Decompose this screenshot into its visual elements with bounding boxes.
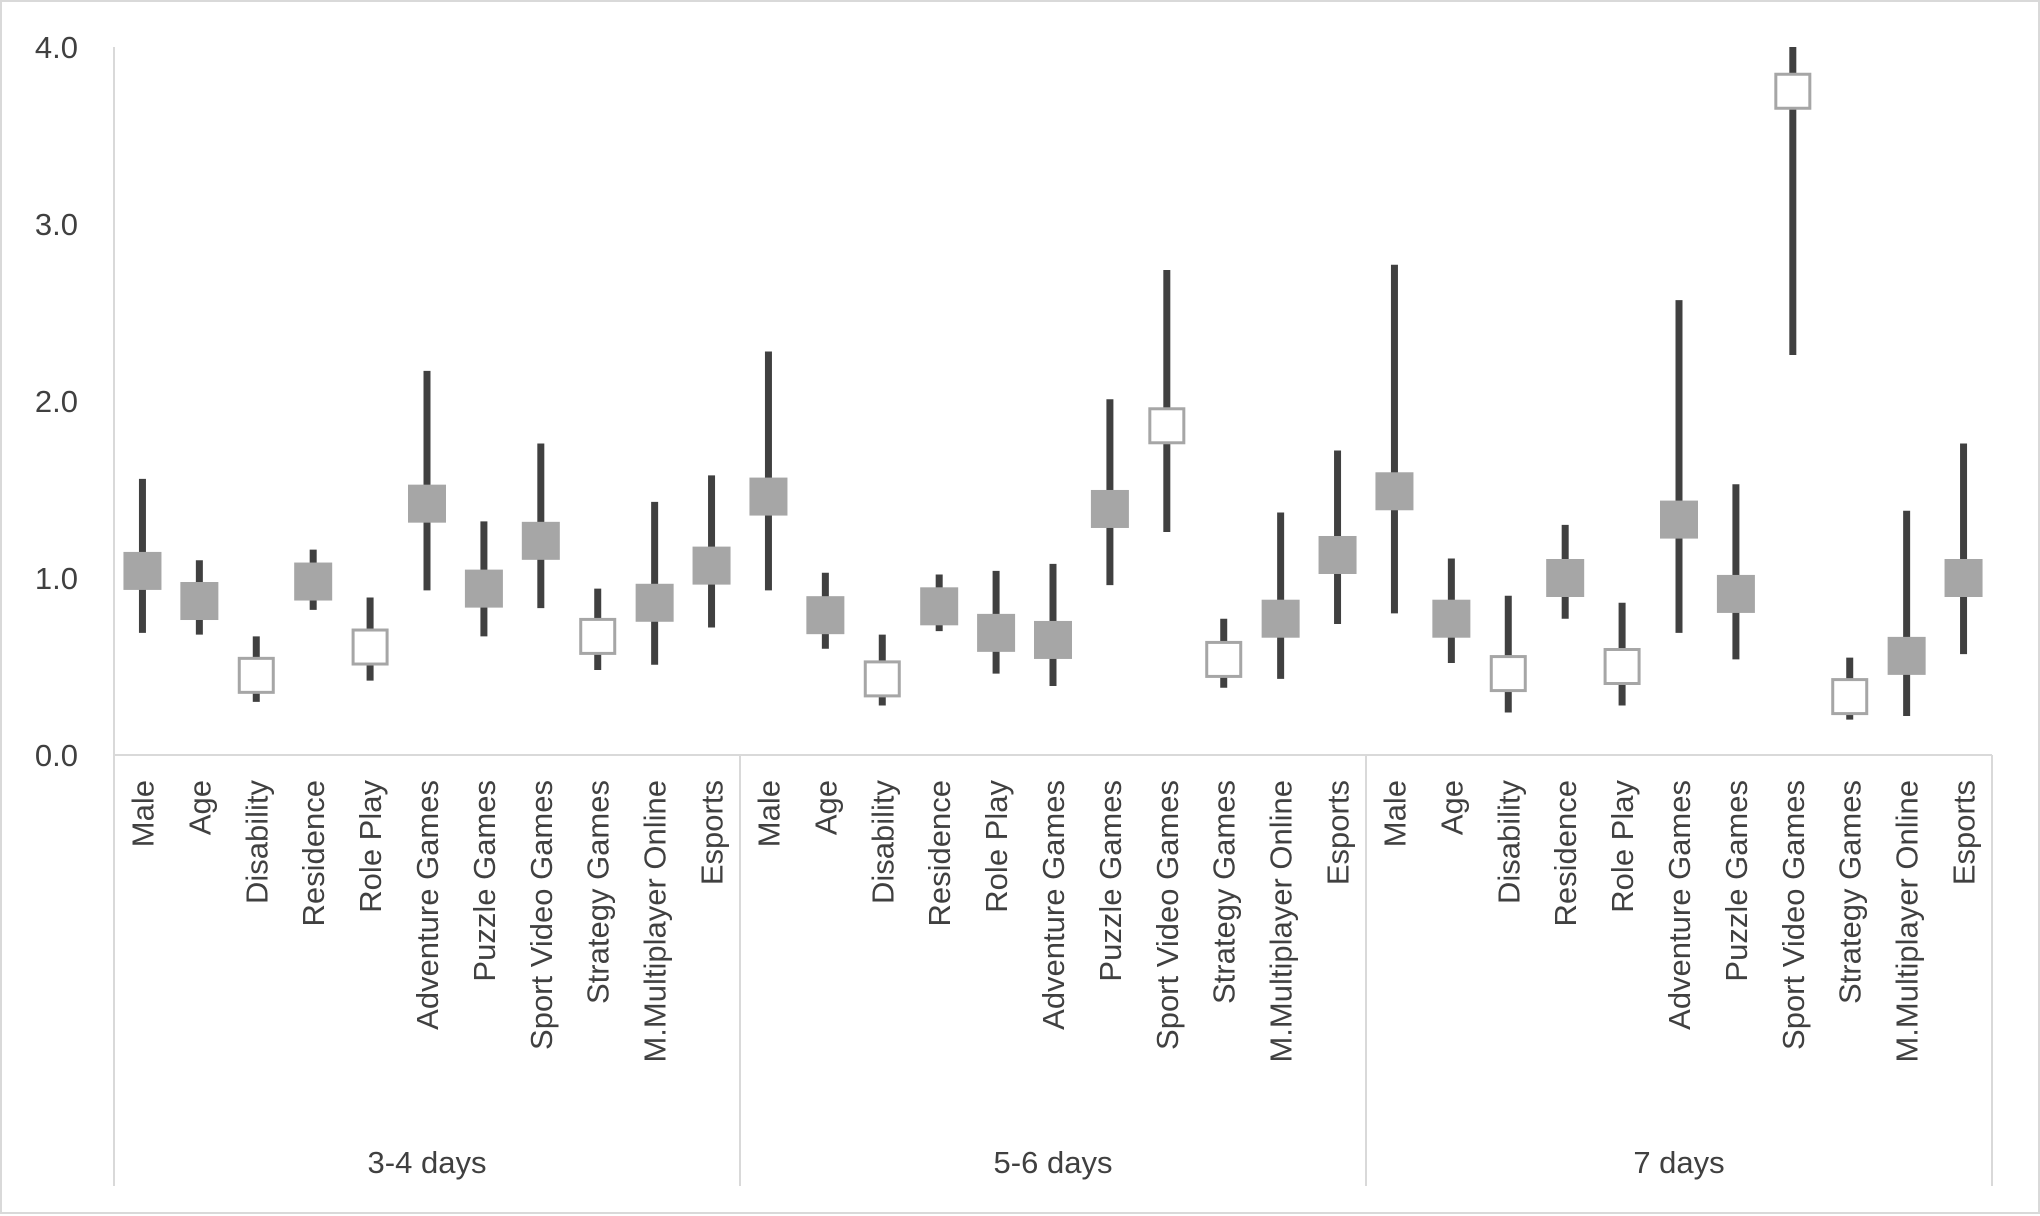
- category-tick-label: M.Multiplayer Online: [638, 780, 673, 1063]
- point-marker: [579, 617, 617, 655]
- point-marker: [1887, 636, 1926, 675]
- category-labels: Male Age Disability Residence Role Play Adven…: [125, 780, 1981, 1180]
- category-tick-label: Sport Video Games: [524, 780, 559, 1050]
- category-tick-label: M.Multiplayer Online: [1890, 780, 1925, 1063]
- point-marker: [863, 660, 901, 698]
- point-marker: [237, 656, 275, 694]
- y-tick-label: 4.0: [35, 30, 78, 65]
- point-marker: [1205, 640, 1243, 678]
- category-tick-label: Role Play: [1605, 780, 1640, 913]
- category-tick-label: Role Play: [979, 780, 1014, 913]
- point-marker: [294, 562, 333, 601]
- point-marker: [180, 582, 219, 621]
- point-marker: [920, 587, 959, 626]
- point-marker: [1603, 648, 1641, 685]
- category-tick-label: Puzzle Games: [1093, 780, 1128, 982]
- category-tick-label: Esports: [695, 780, 730, 885]
- group-label: 3-4 days: [368, 1145, 487, 1180]
- point-marker: [521, 521, 560, 560]
- point-marker: [464, 569, 503, 608]
- point-marker: [1148, 407, 1186, 445]
- category-tick-label: Residence: [1548, 780, 1583, 926]
- category-tick-label: Disability: [865, 780, 900, 905]
- point-marker: [806, 596, 845, 635]
- category-tick-label: Male: [751, 780, 786, 847]
- point-marker: [1944, 559, 1983, 597]
- category-tick-label: Strategy Games: [1207, 780, 1242, 1004]
- group-label: 7 days: [1633, 1145, 1724, 1180]
- category-tick-label: Role Play: [353, 780, 388, 913]
- y-tick-label: 2.0: [35, 384, 78, 419]
- category-tick-label: Adventure Games: [1662, 780, 1697, 1030]
- category-tick-label: Puzzle Games: [1719, 780, 1754, 982]
- category-tick-label: Disability: [1491, 780, 1526, 905]
- point-marker: [635, 583, 674, 622]
- point-marker: [1261, 599, 1300, 638]
- category-tick-label: Esports: [1321, 780, 1356, 885]
- category-tick-label: Male: [125, 780, 160, 847]
- point-marker: [749, 477, 788, 516]
- point-marker: [1090, 489, 1129, 528]
- y-tick-label: 3.0: [35, 207, 78, 242]
- point-marker: [1318, 535, 1357, 574]
- category-tick-label: M.Multiplayer Online: [1264, 780, 1299, 1063]
- category-tick-label: Age: [182, 780, 217, 835]
- category-tick-label: Sport Video Games: [1776, 780, 1811, 1050]
- category-tick-label: Puzzle Games: [467, 780, 502, 982]
- category-tick-label: Residence: [922, 780, 957, 926]
- point-marker: [1034, 620, 1072, 659]
- group-label: 5-6 days: [994, 1145, 1113, 1180]
- point-marker: [1660, 500, 1698, 539]
- plot-area: [123, 47, 1983, 720]
- category-tick-label: Strategy Games: [581, 780, 616, 1004]
- point-marker: [1774, 72, 1812, 110]
- point-marker: [123, 551, 162, 590]
- point-marker: [977, 613, 1016, 652]
- point-marker: [1546, 559, 1585, 597]
- category-tick-label: Adventure Games: [1036, 780, 1071, 1030]
- point-marker: [1716, 574, 1755, 613]
- point-marker: [408, 484, 446, 523]
- category-tick-label: Strategy Games: [1833, 780, 1868, 1004]
- point-marker: [692, 546, 731, 585]
- point-marker: [351, 628, 389, 666]
- point-marker: [1831, 678, 1869, 716]
- point-marker: [1489, 655, 1527, 693]
- y-tick-label: 0.0: [35, 738, 78, 773]
- category-tick-label: Residence: [296, 780, 331, 926]
- category-tick-label: Esports: [1947, 780, 1982, 885]
- category-tick-label: Age: [1434, 780, 1469, 835]
- category-tick-label: Sport Video Games: [1150, 780, 1185, 1050]
- point-marker: [1375, 472, 1414, 511]
- category-tick-label: Disability: [239, 780, 274, 905]
- category-tick-label: Adventure Games: [410, 780, 445, 1030]
- category-tick-label: Age: [808, 780, 843, 835]
- axes: 0.0 1.0 2.0 3.0 4.0: [35, 30, 1993, 1186]
- category-tick-label: Male: [1377, 780, 1412, 847]
- y-tick-label: 1.0: [35, 561, 78, 596]
- point-marker: [1432, 599, 1471, 638]
